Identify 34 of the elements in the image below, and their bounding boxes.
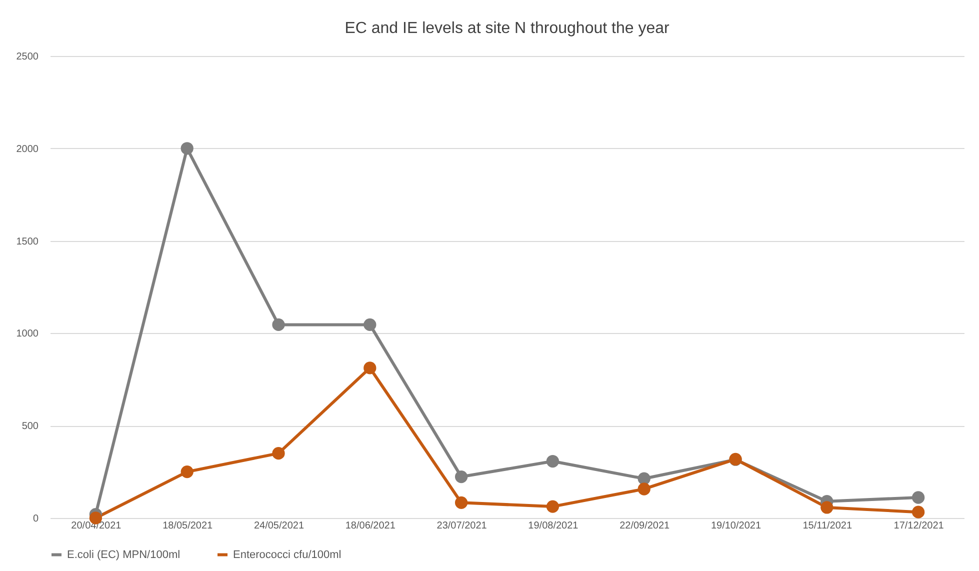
point [180, 142, 194, 155]
legend-label: E.coli (EC) MPN/100ml [67, 548, 180, 561]
chart-title: EC and IE levels at site N throughout the year [344, 20, 670, 37]
x-tick-label: 19/08/2021 [528, 520, 579, 532]
y-tick-label: 0 [32, 514, 39, 524]
point [638, 472, 650, 485]
point [546, 500, 560, 513]
point [180, 465, 194, 478]
x-tick-label: 23/07/2021 [436, 520, 488, 532]
point [272, 318, 285, 332]
point [912, 506, 925, 518]
x-tick-label: 22/09/2021 [620, 520, 670, 532]
y-tick-label: 2000 [16, 144, 39, 155]
y-tick-label: 500 [22, 421, 39, 432]
x-tick-label: 18/05/2021 [162, 520, 214, 532]
x-tick-label: 15/11/2021 [802, 520, 852, 532]
point [364, 318, 376, 332]
x-tick-label: 19/10/2021 [710, 520, 762, 532]
legend-label: Enterococci cfu/100ml [233, 548, 342, 561]
point [454, 470, 468, 484]
point [638, 482, 650, 496]
x-tick-label: 17/12/2021 [894, 520, 944, 532]
point [546, 454, 560, 468]
y-tick-label: 1500 [16, 236, 39, 248]
y-tick-label: 1000 [16, 328, 39, 340]
x-tick-label: 24/05/2021 [254, 520, 304, 532]
x-tick-label: 20/04/2021 [71, 520, 122, 532]
point [912, 491, 925, 504]
point [820, 501, 834, 514]
point [272, 447, 285, 460]
x-tick-label: 18/06/2021 [345, 520, 396, 532]
y-tick-label: 2500 [16, 52, 39, 62]
point [454, 496, 468, 509]
point [364, 362, 376, 374]
